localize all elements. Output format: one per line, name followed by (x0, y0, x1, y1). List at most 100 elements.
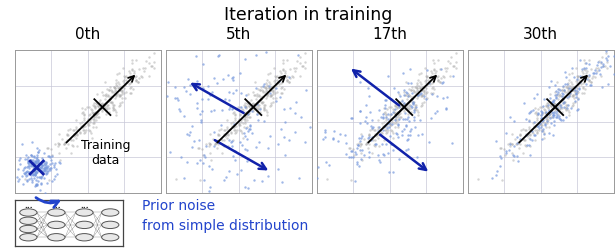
Circle shape (102, 234, 119, 241)
Point (555, 105, 565, 109)
Point (352, 160, 362, 164)
Point (132, 79, 142, 83)
Point (127, 58, 137, 62)
Point (259, 107, 269, 111)
Point (573, 74, 583, 78)
Point (350, 150, 360, 154)
Point (32, 146, 42, 150)
Point (258, 95, 268, 99)
Point (231, 124, 241, 128)
Point (94, 103, 103, 107)
Point (573, 107, 583, 111)
Point (579, 91, 589, 95)
Point (41, 190, 51, 194)
Point (408, 101, 418, 105)
Point (385, 121, 395, 125)
Point (353, 143, 363, 147)
Point (368, 151, 378, 155)
Point (114, 104, 124, 108)
Point (548, 115, 557, 119)
Point (91, 106, 100, 110)
Point (94, 115, 103, 119)
Point (402, 148, 411, 152)
Point (23, 170, 33, 174)
Point (386, 127, 396, 131)
Point (31, 161, 41, 165)
Point (568, 88, 578, 92)
Point (126, 80, 136, 84)
Point (407, 104, 416, 108)
Point (23, 159, 33, 163)
Point (304, 47, 314, 51)
Point (268, 96, 278, 100)
Point (513, 159, 522, 163)
Point (264, 86, 274, 90)
Point (549, 98, 559, 102)
Point (265, 91, 275, 95)
Point (37, 170, 47, 174)
Point (217, 138, 227, 142)
Point (407, 97, 417, 101)
Point (473, 177, 483, 181)
Point (491, 173, 501, 177)
Point (391, 115, 401, 119)
Point (594, 60, 604, 63)
Point (579, 66, 589, 70)
Point (356, 157, 366, 161)
Point (285, 66, 294, 70)
Point (255, 88, 265, 92)
Point (403, 94, 413, 98)
Point (401, 124, 411, 128)
Point (524, 143, 533, 147)
Point (553, 106, 562, 110)
Point (32, 165, 42, 169)
Point (399, 126, 409, 130)
Point (31, 170, 41, 174)
Point (323, 36, 333, 40)
Point (407, 105, 417, 109)
Point (503, 148, 513, 152)
Point (238, 108, 248, 112)
Point (268, 100, 278, 104)
Point (47, 179, 57, 183)
Point (406, 81, 416, 85)
Point (235, 117, 245, 121)
Point (251, 86, 261, 90)
Point (572, 92, 582, 95)
Point (105, 97, 115, 101)
Point (255, 106, 265, 110)
Point (93, 104, 103, 108)
Point (540, 111, 550, 115)
Point (34, 168, 44, 172)
Point (559, 105, 569, 109)
Point (229, 125, 238, 129)
Point (116, 85, 126, 89)
Point (423, 83, 432, 87)
Point (130, 75, 140, 79)
Point (586, 80, 596, 84)
Point (381, 128, 391, 132)
Point (363, 146, 373, 150)
Point (65, 137, 75, 141)
Point (567, 82, 577, 86)
Point (94, 100, 103, 104)
Point (409, 108, 419, 112)
Point (347, 149, 357, 153)
Point (245, 115, 254, 119)
Point (415, 92, 424, 95)
Point (552, 93, 562, 96)
Point (256, 95, 266, 99)
Point (259, 85, 269, 89)
Point (408, 99, 418, 103)
Point (389, 111, 399, 115)
Point (32, 153, 42, 157)
Point (544, 115, 554, 119)
Point (227, 140, 237, 144)
Point (268, 88, 278, 92)
Point (238, 111, 248, 115)
Point (257, 95, 267, 99)
Point (43, 155, 52, 158)
Point (59, 142, 68, 146)
Point (297, 64, 307, 68)
Point (281, 197, 291, 201)
